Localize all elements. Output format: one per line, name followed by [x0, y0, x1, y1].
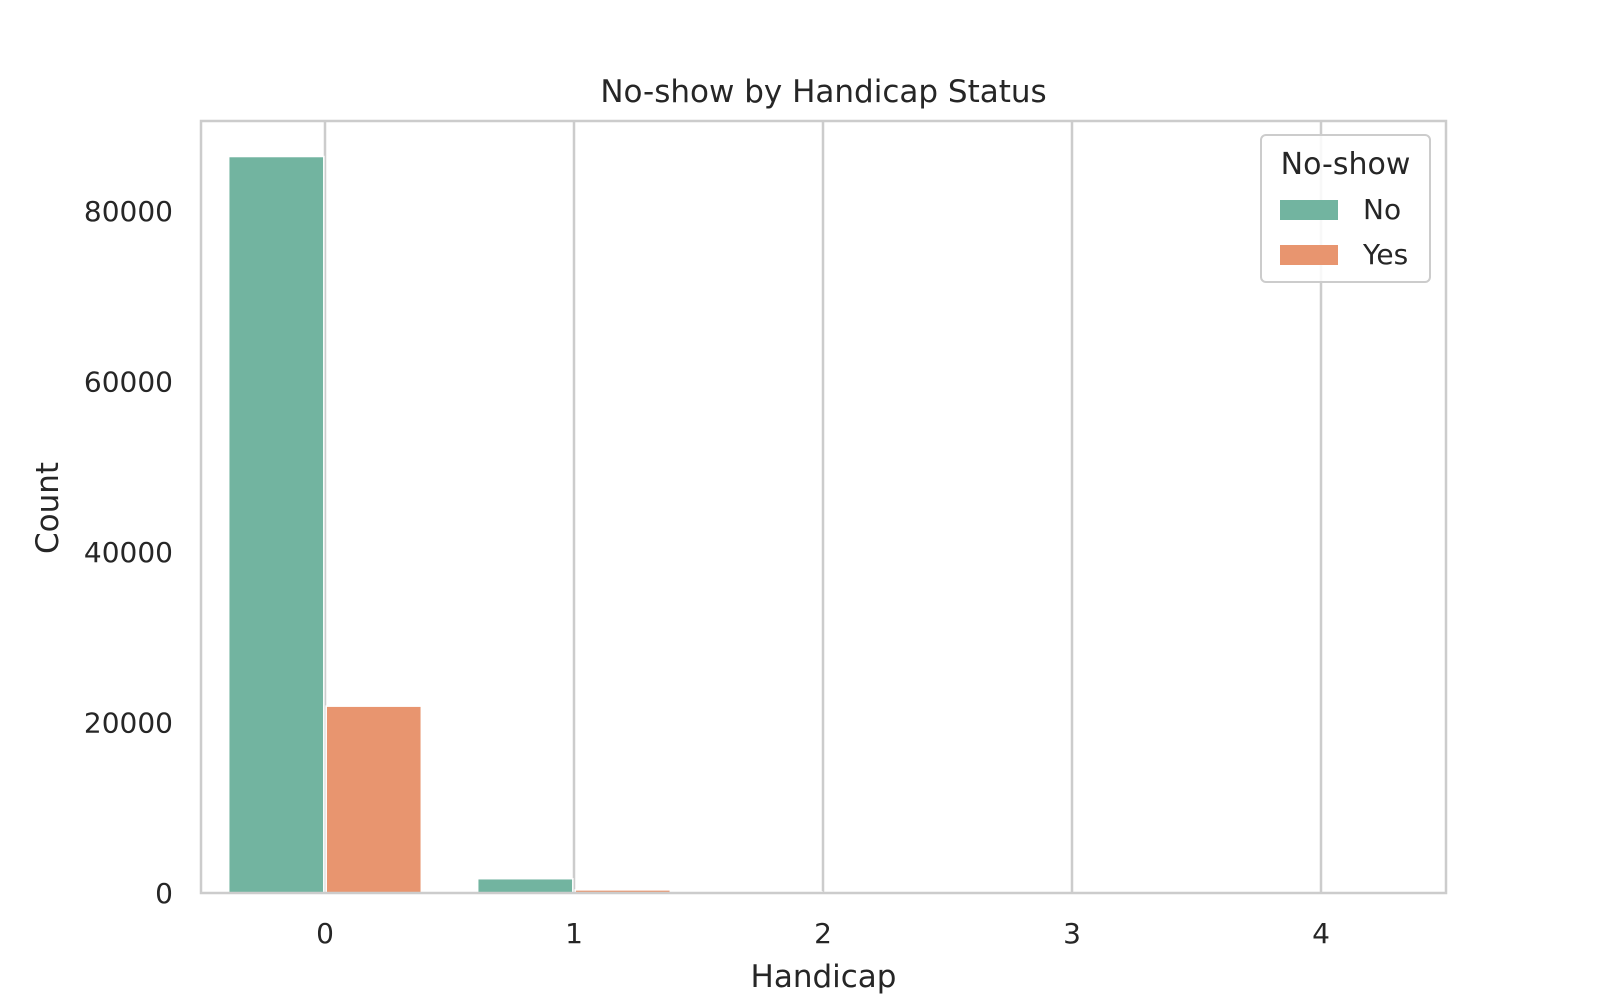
legend-label-no: No	[1363, 193, 1401, 226]
x-tick-labels: 0 1 2 3 4	[316, 917, 1330, 950]
y-tick-0: 0	[155, 877, 173, 910]
x-tick-3: 3	[1063, 917, 1081, 950]
bars	[227, 155, 1419, 894]
chart-title: No-show by Handicap Status	[600, 74, 1046, 110]
y-tick-labels: 0 20000 40000 60000 80000	[84, 195, 173, 910]
legend: No-show No Yes	[1260, 134, 1431, 283]
bar-no-0	[227, 155, 325, 894]
x-axis-label: Handicap	[751, 959, 897, 995]
legend-swatch-yes	[1280, 245, 1338, 265]
x-tick-1: 1	[565, 917, 583, 950]
x-tick-4: 4	[1312, 917, 1330, 950]
legend-title: No-show	[1281, 147, 1411, 182]
legend-label-yes: Yes	[1362, 238, 1408, 271]
grid-lines	[323, 121, 1323, 893]
y-tick-80000: 80000	[84, 195, 173, 228]
y-tick-40000: 40000	[84, 536, 173, 569]
y-tick-20000: 20000	[84, 706, 173, 739]
y-tick-60000: 60000	[84, 365, 173, 398]
bar-yes-0	[325, 705, 423, 894]
bar-no-1	[476, 877, 574, 894]
x-tick-2: 2	[814, 917, 832, 950]
plot-frame	[199, 119, 1448, 895]
x-tick-0: 0	[316, 917, 334, 950]
legend-swatch-no	[1280, 200, 1338, 220]
y-axis-label: Count	[30, 462, 66, 554]
